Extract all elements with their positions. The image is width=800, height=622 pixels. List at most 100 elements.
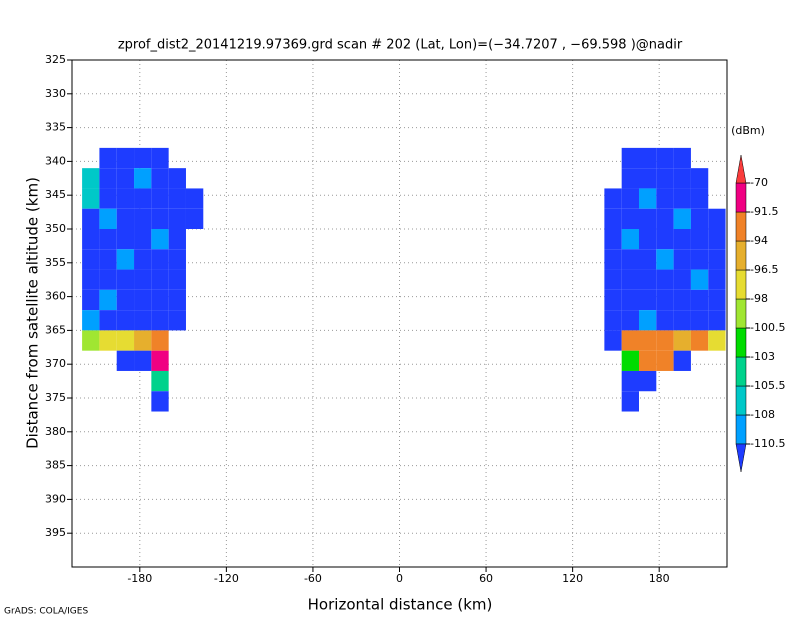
heat-cell bbox=[604, 229, 622, 250]
heat-cell bbox=[168, 229, 186, 250]
heat-cell bbox=[638, 330, 657, 351]
colorbar-segment bbox=[735, 182, 747, 213]
heat-cell bbox=[621, 350, 639, 371]
y-tick-label: 390 bbox=[45, 492, 66, 505]
colorbar-segment bbox=[735, 211, 747, 242]
heat-cell bbox=[151, 269, 169, 290]
colorbar-arrow bbox=[735, 443, 747, 473]
y-tick-label: 345 bbox=[45, 188, 66, 201]
heat-cell bbox=[621, 370, 639, 392]
heat-cell bbox=[656, 269, 674, 290]
heat-cell bbox=[82, 249, 100, 270]
heat-cell bbox=[151, 168, 169, 189]
x-tick-label: 180 bbox=[649, 572, 670, 585]
colorbar-segment bbox=[735, 327, 747, 358]
colorbar-label: -70 bbox=[750, 176, 768, 189]
heat-cell bbox=[82, 330, 100, 351]
heat-cell bbox=[656, 188, 674, 209]
heat-cell bbox=[708, 269, 726, 290]
heat-cell bbox=[82, 269, 100, 290]
heat-cell bbox=[621, 391, 639, 412]
heat-cell bbox=[621, 188, 639, 209]
heat-cell bbox=[656, 147, 674, 169]
heat-cell bbox=[604, 249, 622, 270]
heat-cell bbox=[151, 391, 169, 412]
heat-cell bbox=[604, 188, 622, 209]
chart-title: zprof_dist2_20141219.97369.grd scan # 20… bbox=[118, 38, 683, 53]
heat-cell bbox=[82, 208, 100, 229]
y-tick-label: 340 bbox=[45, 154, 66, 167]
y-tick-label: 370 bbox=[45, 357, 66, 370]
heat-cell bbox=[168, 249, 186, 270]
heat-cell bbox=[168, 269, 186, 290]
y-tick-label: 395 bbox=[45, 526, 66, 539]
heat-cell bbox=[621, 330, 639, 351]
y-tick-label: 325 bbox=[45, 53, 66, 66]
heat-cell bbox=[690, 289, 709, 311]
x-axis-label: Horizontal distance (km) bbox=[308, 596, 493, 614]
heat-cell bbox=[99, 269, 117, 290]
heat-cell bbox=[99, 208, 117, 229]
heat-cell bbox=[134, 330, 152, 351]
heat-cell bbox=[638, 310, 657, 331]
heat-cell bbox=[673, 249, 691, 270]
heat-cell bbox=[673, 208, 691, 229]
y-tick-label: 385 bbox=[45, 459, 66, 472]
heat-cell bbox=[134, 249, 152, 270]
heat-cell bbox=[82, 168, 100, 189]
heat-cell bbox=[134, 188, 152, 209]
heat-cell bbox=[151, 188, 169, 209]
y-tick-label: 380 bbox=[45, 425, 66, 438]
plot-frame bbox=[71, 59, 728, 568]
colorbar-segment bbox=[735, 298, 747, 329]
heat-cell bbox=[134, 229, 152, 250]
heat-cell bbox=[673, 269, 691, 290]
heat-cell bbox=[168, 188, 186, 209]
colorbar-label: -96.5 bbox=[750, 263, 778, 276]
colorbar-label: -108 bbox=[750, 408, 775, 421]
colorbar-label: -103 bbox=[750, 350, 775, 363]
heat-cell bbox=[638, 168, 657, 189]
heat-cell bbox=[656, 350, 674, 371]
heat-cell bbox=[99, 249, 117, 270]
heat-cell bbox=[690, 208, 709, 229]
heat-cell bbox=[185, 208, 204, 229]
heat-cell bbox=[690, 188, 709, 209]
heat-cell bbox=[116, 310, 135, 331]
heat-cell bbox=[116, 188, 135, 209]
heat-cell bbox=[151, 370, 169, 392]
heat-cell bbox=[116, 147, 135, 169]
heat-cell bbox=[99, 229, 117, 250]
heat-cell bbox=[168, 208, 186, 229]
heat-cell bbox=[621, 229, 639, 250]
heat-cell bbox=[656, 289, 674, 311]
heat-cell bbox=[656, 208, 674, 229]
heat-cell bbox=[656, 249, 674, 270]
heat-cell bbox=[673, 188, 691, 209]
colorbar-label: -98 bbox=[750, 292, 768, 305]
heat-cell bbox=[638, 229, 657, 250]
heat-cell bbox=[708, 310, 726, 331]
heat-cell bbox=[690, 330, 709, 351]
x-tick-label: 0 bbox=[396, 572, 403, 585]
heat-cell bbox=[638, 147, 657, 169]
colorbar-label: -100.5 bbox=[750, 321, 785, 334]
heat-cell bbox=[116, 289, 135, 311]
heat-cell bbox=[151, 350, 169, 371]
heat-cell bbox=[708, 330, 726, 351]
heat-cell bbox=[638, 269, 657, 290]
heat-cell bbox=[82, 188, 100, 209]
heat-cell bbox=[116, 330, 135, 351]
heat-cell bbox=[690, 269, 709, 290]
heat-cell bbox=[638, 370, 657, 392]
heat-cell bbox=[673, 147, 691, 169]
heat-cell bbox=[151, 147, 169, 169]
heat-cell bbox=[99, 330, 117, 351]
heat-cell bbox=[151, 310, 169, 331]
colorbar-label: -91.5 bbox=[750, 205, 778, 218]
heat-cell bbox=[99, 188, 117, 209]
heat-cell bbox=[134, 289, 152, 311]
heat-cell bbox=[134, 168, 152, 189]
heat-cell bbox=[656, 168, 674, 189]
